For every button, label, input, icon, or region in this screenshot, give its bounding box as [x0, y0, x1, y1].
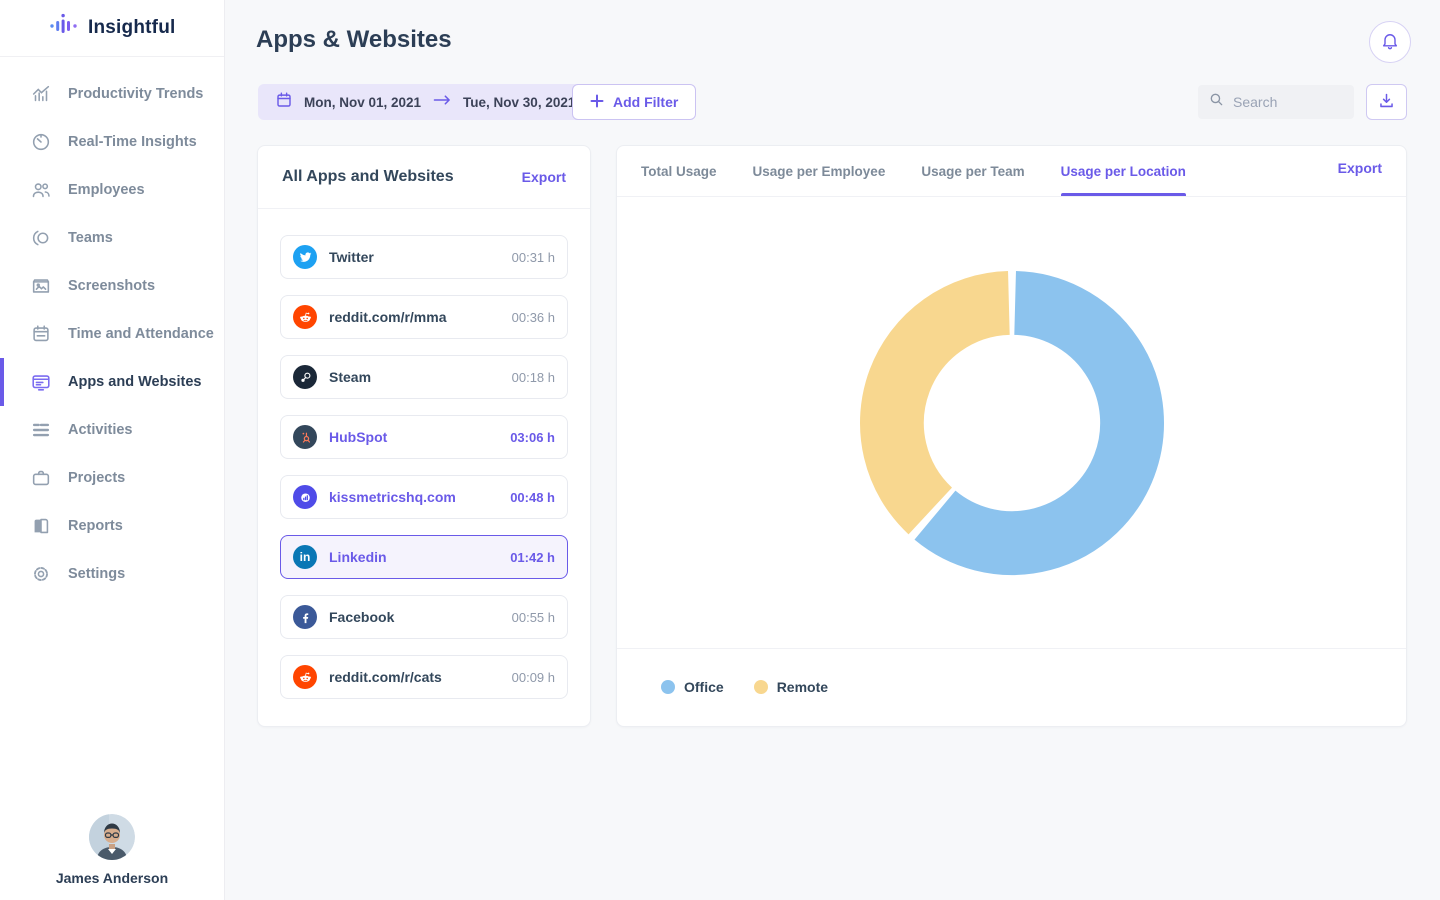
- tab-usage-per-employee[interactable]: Usage per Employee: [752, 163, 886, 179]
- legend-dot-0: [661, 680, 675, 694]
- linkedin-icon: in: [293, 545, 317, 569]
- app-list: Twitter 00:31 h reddit.com/r/mma 00:36 h: [258, 209, 590, 699]
- tab-total-usage[interactable]: Total Usage: [641, 163, 717, 179]
- download-button[interactable]: [1366, 84, 1407, 120]
- search-input[interactable]: [1233, 94, 1344, 110]
- sidebar-item-projects[interactable]: Projects: [0, 454, 224, 502]
- insightful-logo-icon: [49, 12, 79, 45]
- list-item-steam[interactable]: Steam 00:18 h: [280, 355, 568, 399]
- chart-area: [617, 197, 1406, 649]
- donut-chart: [859, 270, 1164, 575]
- date-range-end: Tue, Nov 30, 2021: [463, 94, 576, 110]
- bell-icon: [1380, 31, 1400, 54]
- arrow-right-icon: [432, 93, 452, 112]
- sidebar-nav: Productivity Trends Real-Time Insights: [0, 57, 224, 598]
- usage-panel: Total Usage Usage per Employee Usage per…: [616, 145, 1407, 727]
- reddit-icon: [293, 305, 317, 329]
- list-item-kissmetricshq[interactable]: kissmetricshq.com 00:48 h: [280, 475, 568, 519]
- hubspot-icon: [293, 425, 317, 449]
- usage-tab-bar: Total Usage Usage per Employee Usage per…: [617, 146, 1406, 197]
- legend-dot-1: [753, 680, 768, 694]
- notifications-button[interactable]: [1369, 21, 1411, 63]
- projects-icon: [29, 467, 53, 489]
- tab-usage-per-team[interactable]: Usage per Team: [921, 163, 1025, 179]
- employees-icon: [29, 179, 53, 201]
- avatar[interactable]: [89, 814, 135, 860]
- chart-legend: Office Remote: [617, 649, 1406, 725]
- sidebar-item-settings[interactable]: Settings: [0, 550, 224, 598]
- user-name: James Anderson: [55, 870, 169, 886]
- screenshots-icon: [29, 275, 53, 297]
- list-item-twitter[interactable]: Twitter 00:31 h: [280, 235, 568, 279]
- tab-usage-per-location[interactable]: Usage per Location: [1060, 146, 1187, 196]
- sidebar-item-time-and-attendance[interactable]: Time and Attendance: [0, 310, 224, 358]
- kissmetrics-icon: [293, 485, 317, 509]
- usage-export-link[interactable]: Export: [1337, 160, 1382, 176]
- date-range-start: Mon, Nov 01, 2021: [304, 94, 422, 110]
- productivity-trends-icon: [29, 83, 53, 105]
- plus-icon: [590, 94, 604, 111]
- apps-and-websites-icon: [29, 371, 53, 393]
- legend-item-remote: Remote: [753, 679, 828, 695]
- sidebar-item-employees[interactable]: Employees: [0, 166, 224, 214]
- sidebar-item-real-time-insights[interactable]: Real-Time Insights: [0, 118, 224, 166]
- sidebar-item-screenshots[interactable]: Screenshots: [0, 262, 224, 310]
- apps-panel-title: All Apps and Websites: [282, 168, 454, 185]
- reports-icon: [29, 515, 53, 537]
- add-filter-button[interactable]: Add Filter: [572, 84, 697, 120]
- sidebar-item-apps-and-websites[interactable]: Apps and Websites: [0, 358, 224, 406]
- steam-icon: [293, 365, 317, 389]
- sidebar-item-reports[interactable]: Reports: [0, 502, 224, 550]
- sidebar: Insightful Productivity Trends Real-Time…: [0, 0, 225, 900]
- download-icon: [1377, 91, 1396, 113]
- legend-item-office: Office: [661, 679, 724, 695]
- reddit-icon: [293, 665, 317, 689]
- sidebar-item-teams[interactable]: Teams: [0, 214, 224, 262]
- search-icon: [1208, 91, 1225, 113]
- twitter-icon: [293, 245, 317, 269]
- app-title: Insightful: [88, 17, 176, 38]
- time-and-attendance-icon: [29, 323, 53, 345]
- apps-export-link[interactable]: Export: [521, 169, 566, 185]
- facebook-icon: [293, 605, 317, 629]
- search-box: [1198, 85, 1354, 119]
- teams-icon: [29, 227, 53, 249]
- list-item-linkedin[interactable]: in Linkedin 01:42 h: [280, 535, 568, 579]
- list-item-reddit-mma[interactable]: reddit.com/r/mma 00:36 h: [280, 295, 568, 339]
- apps-panel: All Apps and Websites Export Twitter 00:…: [257, 145, 591, 727]
- list-item-reddit-cats[interactable]: reddit.com/r/cats 00:09 h: [280, 655, 568, 699]
- list-item-facebook[interactable]: Facebook 00:55 h: [280, 595, 568, 639]
- page-title: Apps & Websites: [256, 26, 452, 53]
- settings-icon: [29, 563, 53, 585]
- list-item-hubspot[interactable]: HubSpot 03:06 h: [280, 415, 568, 459]
- date-range-picker[interactable]: Mon, Nov 01, 2021 Tue, Nov 30, 2021: [258, 84, 593, 120]
- sidebar-item-productivity-trends[interactable]: Productivity Trends: [0, 70, 224, 118]
- activities-icon: [29, 419, 53, 441]
- calendar-icon: [275, 91, 293, 114]
- logo: Insightful: [0, 0, 224, 57]
- sidebar-item-activities[interactable]: Activities: [0, 406, 224, 454]
- real-time-insights-icon: [29, 131, 53, 153]
- user-profile: James Anderson: [0, 814, 224, 886]
